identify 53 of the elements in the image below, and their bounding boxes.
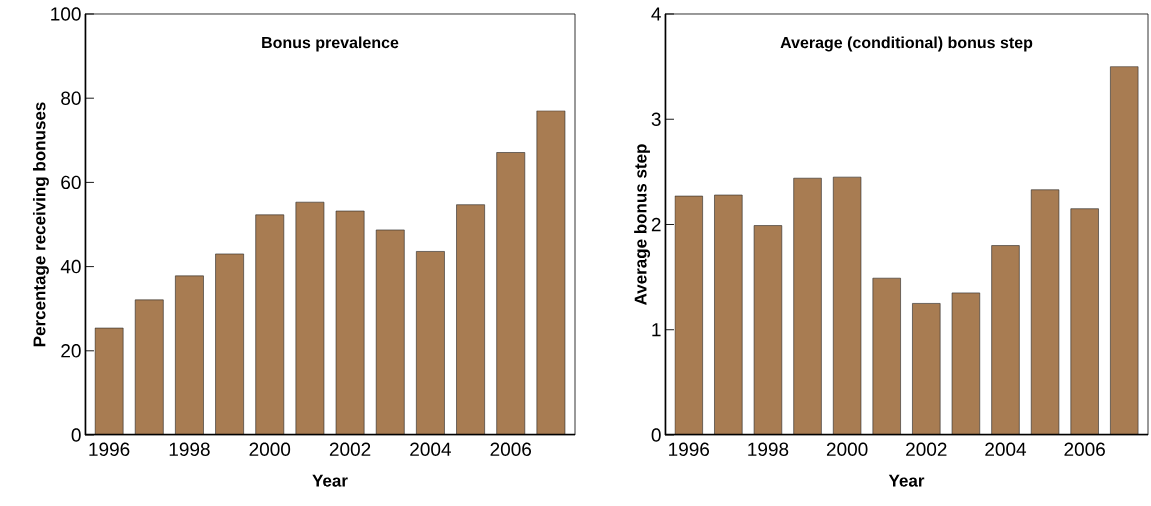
x-tick-label: 2002: [906, 442, 947, 456]
x-tick-label: 2004: [410, 442, 451, 456]
bar: [496, 152, 525, 435]
y-tick-label: 3: [651, 112, 661, 126]
y-tick-label: 100: [51, 7, 81, 21]
bar: [255, 214, 284, 435]
bar: [912, 303, 941, 435]
bar: [872, 278, 901, 435]
bar: [1110, 66, 1139, 435]
y-axis-title: Percentage receiving bonuses: [32, 102, 49, 347]
bar: [416, 251, 445, 435]
bar: [714, 195, 743, 435]
x-tick-label: 2004: [985, 442, 1027, 456]
bar: [135, 299, 164, 435]
bar: [1070, 208, 1099, 435]
bar: [456, 204, 485, 435]
text: Bonus prevalence: [262, 36, 399, 52]
bar: [536, 110, 566, 435]
bar: [175, 275, 204, 435]
y-tick-label: 4: [651, 7, 661, 21]
bar: [295, 202, 324, 435]
x-tick-label: 1998: [169, 442, 210, 456]
y-tick-label: 1: [652, 323, 661, 337]
x-axis-title: Year: [888, 474, 925, 487]
x-tick-label: 2000: [826, 442, 868, 456]
y-tick-label: 0: [651, 428, 661, 442]
bar: [376, 229, 405, 435]
y-tick-label: 0: [71, 428, 81, 442]
y-axis-title: Average bonus step: [634, 144, 651, 305]
y-tick-label: 60: [61, 175, 81, 190]
bar: [793, 178, 822, 435]
y-tick-label: 2: [651, 217, 661, 232]
x-tick-label: 1996: [669, 442, 710, 456]
y-tick-label: 80: [61, 91, 81, 105]
bar: [833, 177, 861, 435]
x-tick-label: 1998: [748, 442, 789, 456]
y-tick-label: 40: [60, 259, 81, 274]
bar: [674, 196, 703, 435]
x-tick-label: 2006: [1064, 442, 1105, 456]
x-tick-label: 2000: [249, 442, 291, 456]
bar: [95, 328, 124, 435]
bar: [754, 225, 782, 435]
text: Average (conditional) bonus step: [780, 36, 1033, 52]
bar: [215, 253, 244, 435]
x-tick-label: 1996: [89, 442, 130, 456]
bar: [336, 211, 365, 435]
bar: [1031, 189, 1059, 435]
y-tick-label: 20: [61, 344, 81, 358]
x-tick-label: 2002: [329, 442, 371, 456]
x-tick-label: 2006: [490, 442, 532, 456]
bar: [952, 292, 980, 435]
bar: [991, 245, 1020, 435]
x-axis-title: Year: [312, 474, 348, 487]
